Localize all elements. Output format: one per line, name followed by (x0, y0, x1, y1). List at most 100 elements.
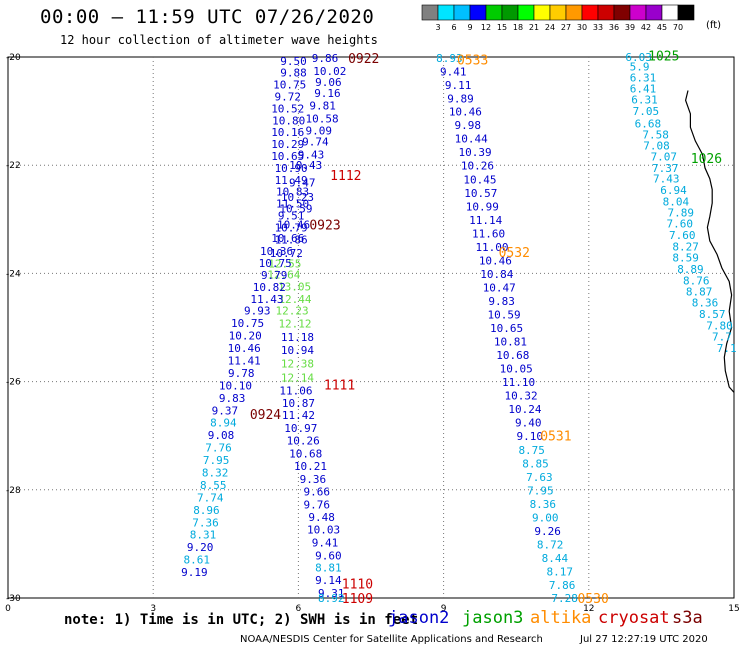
legend-cryosat: cryosat (598, 608, 670, 628)
colorbar-label: 12 (481, 23, 491, 32)
colorbar-label: 45 (657, 23, 667, 32)
wave-height-point: 7.74 (197, 491, 224, 504)
wave-height-point: 7.76 (205, 442, 232, 455)
wave-height-point: 10.68 (289, 448, 322, 461)
wave-height-point: 9.89 (447, 93, 474, 106)
wave-height-point: 10.66 (271, 232, 304, 245)
colorbar-label: 18 (513, 23, 523, 32)
colorbar-label: 33 (593, 23, 603, 32)
colorbar-swatch (565, 4, 583, 21)
wave-height-point: 9.47 (289, 177, 316, 190)
wave-height-point: 10.80 (272, 114, 305, 127)
wave-height-point: 10.75 (259, 257, 292, 270)
wave-height-point: 9.11 (445, 79, 472, 92)
pass-time-label: 0923 (309, 219, 340, 234)
wave-height-point: 9.43 (298, 148, 325, 161)
colorbar-swatch (453, 4, 471, 21)
wave-height-point: 10.03 (307, 523, 340, 536)
wave-height-point: 8.44 (542, 552, 569, 565)
wave-height-point: 8.75 (518, 444, 545, 457)
wave-height-point: 7.60 (667, 218, 694, 231)
colorbar-label: 6 (451, 23, 456, 32)
colorbar-swatch (597, 4, 615, 21)
wave-height-point: 11.00 (475, 241, 508, 254)
wave-height-point: 11.49 (275, 174, 308, 187)
wave-height-point: 10.75 (231, 317, 264, 330)
wave-height-point: 7.05 (633, 105, 660, 118)
wave-height-point: 10.65 (490, 322, 523, 335)
wave-height-point: 9.00 (532, 511, 559, 524)
wave-height-point: 10.46 (277, 219, 310, 232)
wave-height-point: 10.65 (271, 150, 304, 163)
wave-height-point: 7.86 (549, 579, 576, 592)
pass-time-label: 0533 (457, 54, 488, 69)
wave-height-point: 7.63 (526, 471, 553, 484)
wave-height-point: 10.05 (500, 363, 533, 376)
wave-height-point: 10.45 (463, 173, 496, 186)
colorbar-label: 39 (625, 23, 635, 32)
wave-height-point: 9.48 (308, 511, 335, 524)
wave-height-point: 11.42 (282, 409, 315, 422)
wave-height-point: 7.28 (551, 592, 578, 605)
wave-height-point: 10.46 (479, 254, 512, 267)
y-tick-label: -26 (6, 378, 21, 388)
legend-s3a: s3a (672, 608, 703, 628)
wave-height-point: 8.76 (683, 274, 710, 287)
wave-height-point: 10.57 (464, 187, 497, 200)
wave-height-point: 9.26 (534, 525, 561, 538)
colorbar-label: 24 (545, 23, 555, 32)
wave-height-point: 9.14 (315, 574, 342, 587)
wave-height-point: 9.31 (318, 587, 345, 600)
wave-height-point: 7.07 (651, 151, 678, 164)
wave-height-point: 10.26 (287, 435, 320, 448)
wave-height-point: 10.59 (279, 202, 312, 215)
wave-height-point: 5.9 (630, 61, 650, 74)
y-tick-label: -28 (6, 486, 21, 496)
wave-height-point: 10.58 (306, 113, 339, 126)
wave-height-point: 10.46 (449, 106, 482, 119)
wave-height-point: 6.68 (635, 118, 662, 131)
colorbar-label: 21 (529, 23, 539, 32)
wave-height-point: 10.21 (294, 460, 327, 473)
y-tick-label: -30 (6, 594, 21, 604)
wave-height-point: 9.98 (455, 119, 482, 132)
wave-height-point: 8.61 (184, 554, 211, 567)
wave-height-point: 9.37 (212, 404, 239, 417)
wave-height-point: 10.23 (281, 191, 314, 204)
colorbar-swatch (421, 4, 439, 21)
wave-height-point: 12.55 (268, 258, 301, 271)
wave-height-point: 10.82 (253, 281, 286, 294)
wave-height-point: 9.10 (517, 430, 544, 443)
wave-height-point: 12.64 (267, 268, 300, 281)
wave-height-point: 8.27 (672, 240, 699, 253)
wave-height-point: 10.75 (273, 79, 306, 92)
colorbar-swatch (581, 4, 599, 21)
wave-height-point: 7.36 (192, 516, 219, 529)
x-tick-label: 6 (296, 604, 302, 614)
colorbar-swatch (501, 4, 519, 21)
wave-height-point: 9.36 (300, 473, 327, 486)
wave-height-point: 11.86 (275, 233, 308, 246)
wave-height-point: 7.58 (642, 128, 669, 141)
generated-timestamp: Jul 27 12:27:19 UTC 2020 (580, 634, 708, 645)
wave-height-point: 11.60 (472, 227, 505, 240)
wave-height-point: 7.37 (652, 162, 679, 175)
wave-height-point: 8.59 (672, 252, 699, 265)
colorbar-label: 36 (609, 23, 619, 32)
y-tick-label: -20 (6, 53, 21, 63)
colorbar-label: 3 (435, 23, 440, 32)
wave-height-point: 8.31 (190, 529, 217, 542)
colorbar-swatch (437, 4, 455, 21)
pass-time-label: 0922 (348, 52, 379, 67)
wave-height-point: 7.7 (712, 331, 732, 344)
wave-height-point: 13.05 (278, 280, 311, 293)
wave-height-point: 9.78 (228, 367, 255, 380)
legend-jason2: jason2 (388, 608, 450, 628)
wave-height-point: 11.41 (228, 355, 261, 368)
pass-time-label: 1112 (330, 169, 361, 184)
wave-height-point: 10.47 (483, 281, 516, 294)
wave-height-point: 9.93 (244, 305, 271, 318)
wave-height-point: 8.89 (677, 263, 704, 276)
wave-height-point: 11.43 (250, 293, 283, 306)
colorbar-swatch (517, 4, 535, 21)
